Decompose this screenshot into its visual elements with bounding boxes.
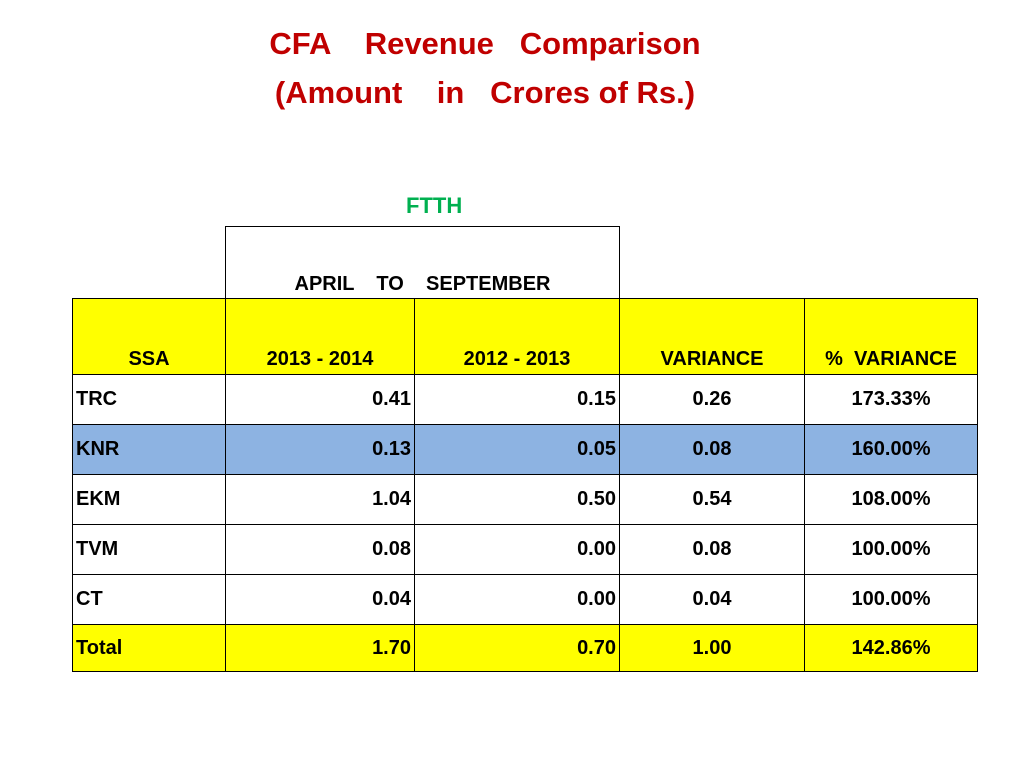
header-variance: VARIANCE: [619, 298, 805, 375]
ssa-cell: CT: [72, 574, 226, 625]
percent-variance-cell: 100.00%: [804, 524, 978, 575]
variance-cell: 0.04: [619, 574, 805, 625]
table-row-highlighted: KNR 0.13 0.05 0.08 160.00%: [72, 424, 978, 475]
year-2012-2013-cell: 0.50: [414, 474, 620, 525]
header-ssa: SSA: [72, 298, 226, 375]
variance-cell: 0.54: [619, 474, 805, 525]
header-percent-variance: % VARIANCE: [804, 298, 978, 375]
variance-cell: 0.08: [619, 524, 805, 575]
year-2013-2014-cell: 1.04: [225, 474, 415, 525]
year-2012-2013-cell: 0.00: [414, 524, 620, 575]
ssa-cell: KNR: [72, 424, 226, 475]
year-2012-2013-cell: 0.15: [414, 374, 620, 425]
table-row: TRC 0.41 0.15 0.26 173.33%: [72, 374, 978, 425]
year-2012-2013-cell: 0.05: [414, 424, 620, 475]
total-label: Total: [72, 624, 226, 672]
total-variance: 1.00: [619, 624, 805, 672]
variance-cell: 0.08: [619, 424, 805, 475]
revenue-table: APRIL TO SEPTEMBER SSA 2013 - 2014 2012 …: [72, 226, 978, 672]
total-2012-2013: 0.70: [414, 624, 620, 672]
percent-variance-cell: 108.00%: [804, 474, 978, 525]
period-label: APRIL TO SEPTEMBER: [225, 226, 620, 299]
header-year-2012-2013: 2012 - 2013: [414, 298, 620, 375]
table-row: TVM 0.08 0.00 0.08 100.00%: [72, 524, 978, 575]
header-year-2013-2014: 2013 - 2014: [225, 298, 415, 375]
percent-variance-cell: 160.00%: [804, 424, 978, 475]
year-2012-2013-cell: 0.00: [414, 574, 620, 625]
empty-cell: [805, 227, 978, 299]
total-row: Total 1.70 0.70 1.00 142.86%: [72, 624, 978, 672]
table-row: CT 0.04 0.00 0.04 100.00%: [72, 574, 978, 625]
year-2013-2014-cell: 0.41: [225, 374, 415, 425]
header-row: SSA 2013 - 2014 2012 - 2013 VARIANCE % V…: [72, 298, 978, 375]
percent-variance-cell: 173.33%: [804, 374, 978, 425]
total-2013-2014: 1.70: [225, 624, 415, 672]
empty-cell: [73, 227, 226, 299]
slide-title-line-2: (Amount in Crores of Rs.): [274, 75, 696, 110]
year-2013-2014-cell: 0.08: [225, 524, 415, 575]
empty-cell: [620, 227, 805, 299]
total-percent-variance: 142.86%: [804, 624, 978, 672]
period-row: APRIL TO SEPTEMBER: [73, 226, 978, 299]
ssa-cell: TRC: [72, 374, 226, 425]
section-label: FTTH: [406, 193, 463, 218]
slide-title-line-1: CFA Revenue Comparison: [269, 26, 701, 61]
ssa-cell: TVM: [72, 524, 226, 575]
percent-variance-cell: 100.00%: [804, 574, 978, 625]
variance-cell: 0.26: [619, 374, 805, 425]
year-2013-2014-cell: 0.04: [225, 574, 415, 625]
ssa-cell: EKM: [72, 474, 226, 525]
year-2013-2014-cell: 0.13: [225, 424, 415, 475]
table-row: EKM 1.04 0.50 0.54 108.00%: [72, 474, 978, 525]
